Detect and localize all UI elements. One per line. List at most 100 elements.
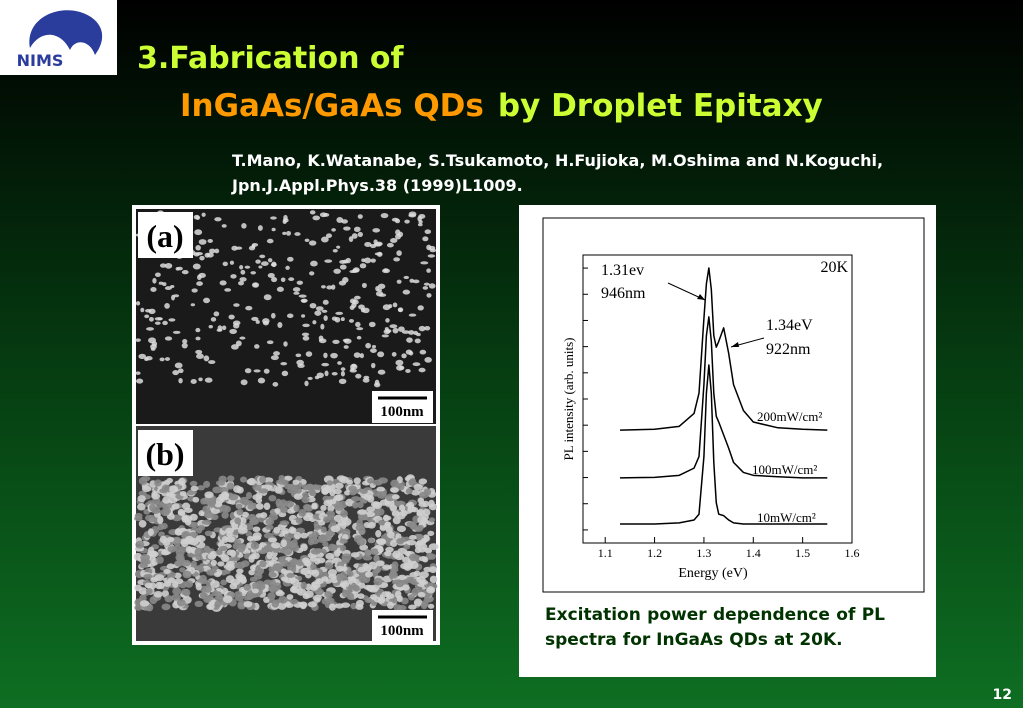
sem-texture — [133, 210, 439, 612]
quantum-dot — [173, 294, 180, 298]
quantum-dot — [398, 326, 405, 332]
quantum-dot — [174, 578, 184, 585]
quantum-dot — [340, 370, 345, 377]
quantum-dot — [403, 275, 410, 280]
quantum-dot — [266, 340, 274, 345]
quantum-dot — [401, 597, 409, 605]
quantum-dot — [414, 547, 422, 554]
quantum-dot — [196, 527, 203, 534]
quantum-dot — [358, 576, 367, 584]
quantum-dot — [270, 216, 277, 220]
quantum-dot — [307, 601, 317, 608]
quantum-dot — [377, 283, 386, 290]
quantum-dot — [203, 512, 213, 519]
quantum-dot — [378, 519, 385, 526]
quantum-dot — [210, 513, 219, 521]
quantum-dot — [274, 563, 282, 569]
quantum-dot — [293, 504, 300, 512]
quantum-dot — [183, 588, 191, 597]
quantum-dot — [260, 261, 269, 266]
quantum-dot — [267, 272, 275, 278]
quantum-dot — [190, 379, 197, 385]
quantum-dot — [234, 591, 243, 598]
quantum-dot — [196, 281, 203, 286]
quantum-dot — [135, 301, 141, 306]
quantum-dot — [304, 512, 314, 518]
quantum-dot — [164, 302, 170, 309]
quantum-dot — [220, 554, 230, 563]
quantum-dot — [178, 378, 183, 384]
quantum-dot — [160, 522, 168, 530]
quantum-dot — [408, 604, 417, 610]
quantum-dot — [157, 317, 163, 321]
quantum-dot — [280, 506, 288, 514]
quantum-dot — [166, 563, 175, 570]
logo-shape — [29, 10, 103, 55]
quantum-dot — [195, 215, 201, 220]
quantum-dot — [283, 341, 288, 347]
quantum-dot — [403, 563, 412, 571]
quantum-dot — [184, 535, 194, 544]
quantum-dot — [163, 502, 173, 509]
quantum-dot — [203, 480, 211, 488]
quantum-dot — [217, 561, 225, 567]
quantum-dot — [332, 249, 338, 253]
quantum-dot — [245, 305, 253, 311]
quantum-dot — [298, 601, 308, 609]
quantum-dot — [333, 488, 342, 495]
quantum-dot — [333, 514, 343, 523]
quantum-dot — [250, 541, 260, 550]
quantum-dot — [248, 569, 256, 576]
title-highlight: InGaAs/GaAs QDs — [180, 88, 484, 124]
quantum-dot — [296, 359, 304, 366]
quantum-dot — [419, 349, 427, 355]
quantum-dot — [413, 570, 421, 577]
quantum-dot — [159, 263, 167, 268]
quantum-dot — [377, 351, 385, 358]
quantum-dot — [374, 252, 383, 256]
quantum-dot — [214, 217, 222, 222]
quantum-dot — [295, 353, 302, 358]
quantum-dot — [231, 245, 238, 251]
logo-text: NIMS — [17, 51, 64, 70]
quantum-dot — [138, 490, 147, 497]
quantum-dot — [191, 522, 199, 529]
quantum-dot — [314, 597, 321, 603]
quantum-dot — [401, 584, 410, 591]
quantum-dot — [356, 519, 364, 527]
quantum-dot — [255, 503, 264, 510]
quantum-dot — [203, 355, 210, 362]
quantum-dot — [324, 590, 332, 598]
quantum-dot — [357, 501, 364, 509]
quantum-dot — [258, 265, 263, 269]
quantum-dot — [315, 306, 324, 311]
quantum-dot — [368, 586, 379, 593]
quantum-dot — [301, 332, 310, 337]
quantum-dot — [286, 572, 295, 578]
quantum-dot — [351, 233, 358, 239]
quantum-dot — [149, 503, 157, 512]
quantum-dot — [300, 298, 308, 303]
quantum-dot — [218, 493, 225, 502]
quantum-dot — [229, 549, 236, 558]
quantum-dot — [339, 544, 347, 552]
quantum-dot — [215, 549, 223, 556]
quantum-dot — [309, 210, 316, 215]
quantum-dot — [239, 499, 250, 506]
page-number: 12 — [993, 687, 1012, 703]
quantum-dot — [390, 568, 397, 576]
quantum-dot — [314, 310, 322, 316]
quantum-dot — [286, 230, 292, 236]
quantum-dot — [366, 477, 375, 484]
quantum-dot — [263, 502, 271, 510]
quantum-dot — [198, 377, 203, 382]
quantum-dot — [153, 590, 163, 598]
quantum-dot — [373, 555, 380, 562]
quantum-dot — [350, 602, 358, 610]
quantum-dot — [294, 232, 301, 236]
quantum-dot — [377, 369, 386, 375]
quantum-dot — [263, 596, 270, 604]
quantum-dot — [255, 259, 261, 264]
quantum-dot — [375, 560, 385, 567]
quantum-dot — [321, 362, 330, 367]
